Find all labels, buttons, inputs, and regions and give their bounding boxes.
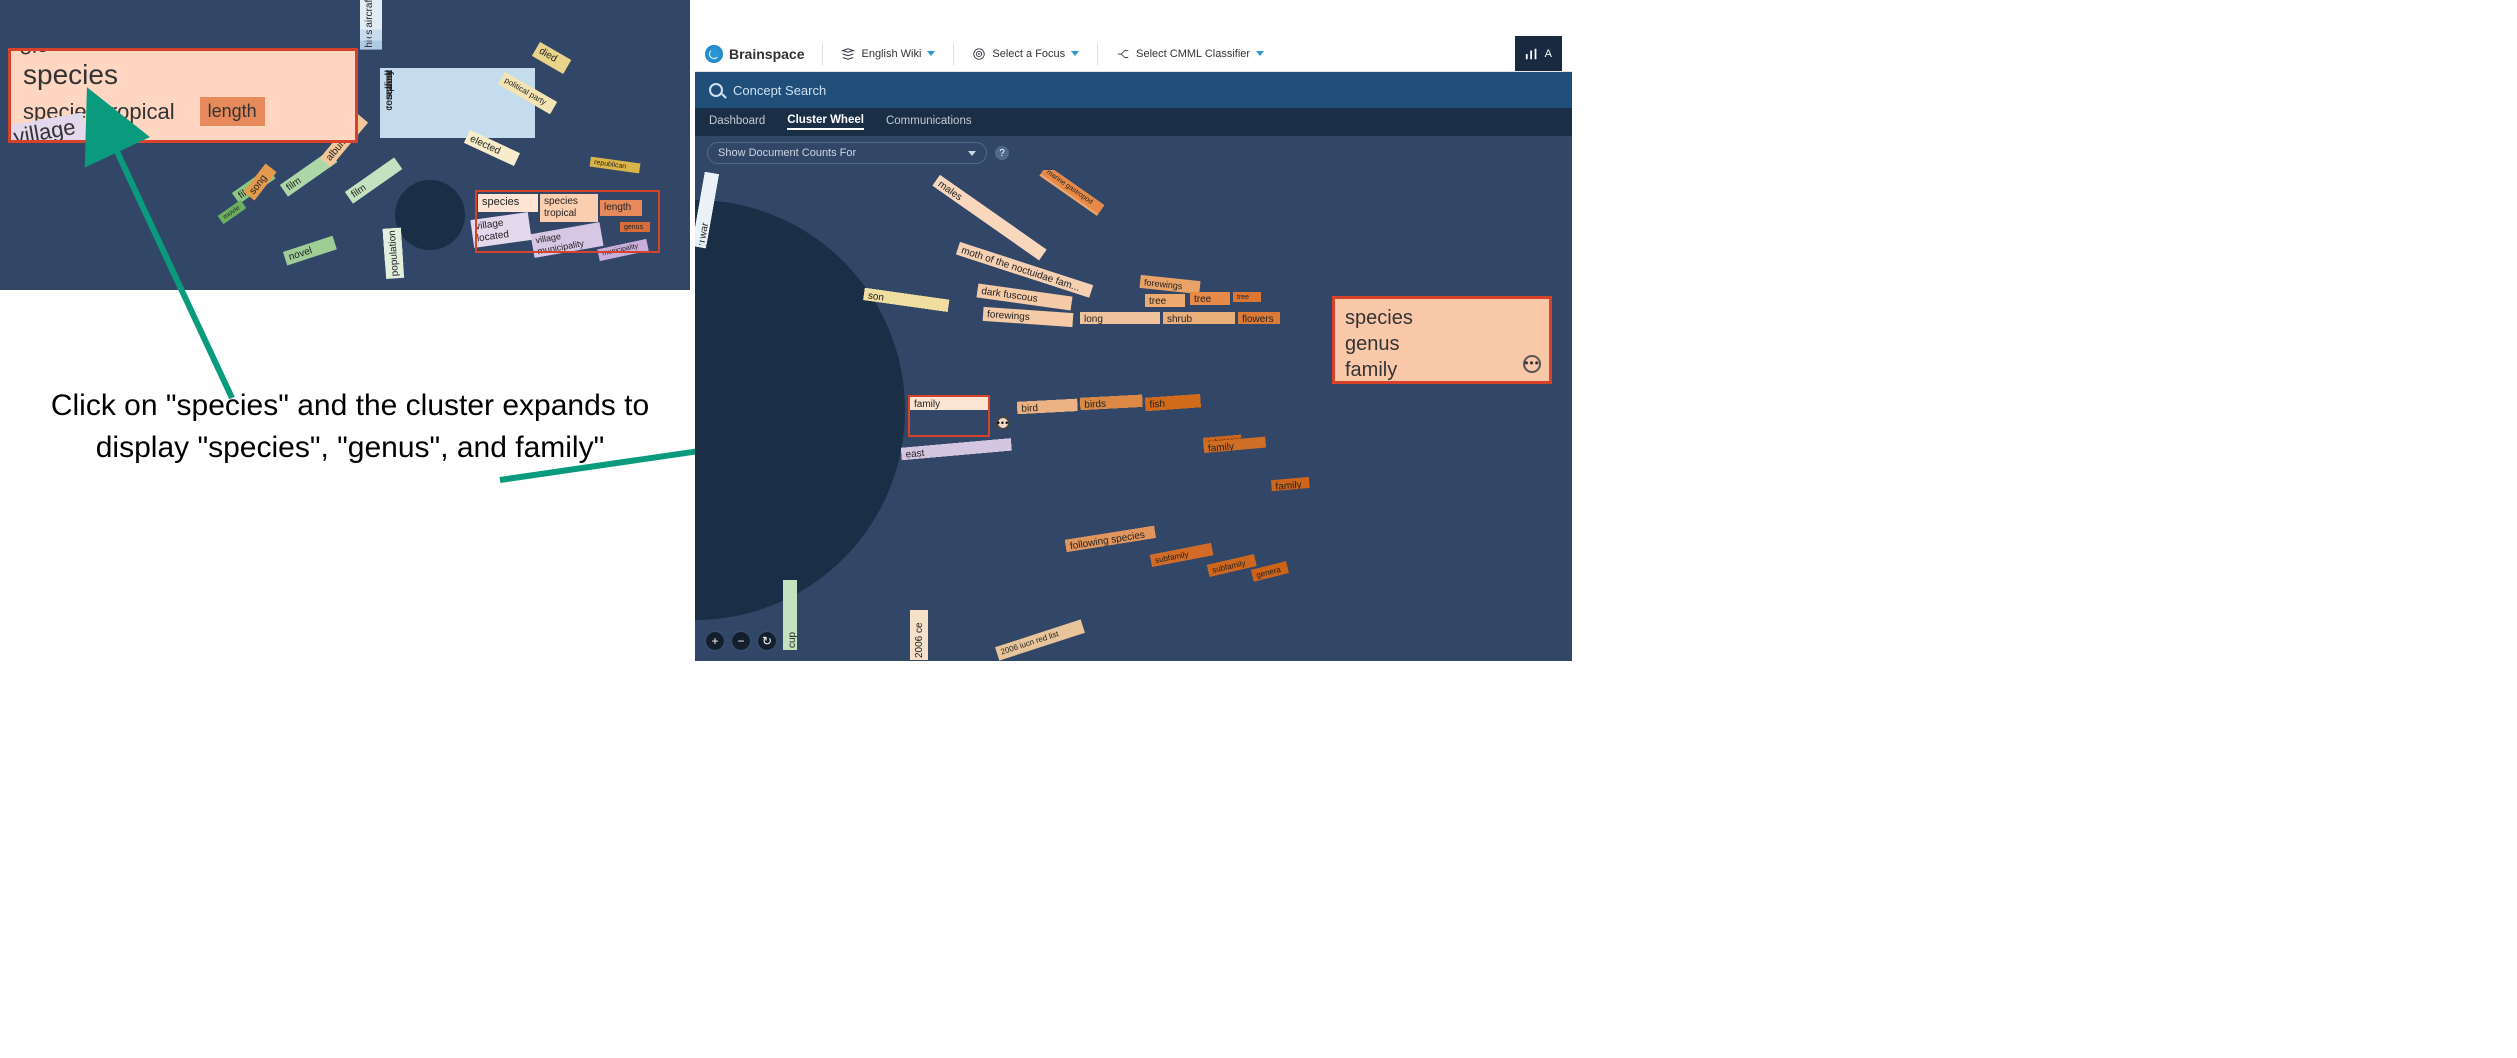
seg[interactable]: forewings (983, 307, 1074, 327)
seg-green[interactable]: film (345, 158, 402, 204)
cluster-wheel-viz[interactable]: region public include people number grou… (695, 170, 1572, 661)
callout-title: species (23, 59, 343, 91)
seg-iucn[interactable]: 2006 iucn red list (995, 619, 1085, 660)
chevron-down-icon (968, 151, 976, 156)
dropdown-label: Show Document Counts For (718, 147, 856, 159)
seg[interactable]: fish (1145, 394, 1201, 411)
seg-green[interactable]: novel (283, 236, 337, 265)
tab-dashboard[interactable]: Dashboard (709, 115, 765, 129)
left-wheel-panel: high school journal research computer so… (0, 0, 690, 290)
brand[interactable]: Brainspace (705, 45, 804, 63)
seg-movie[interactable]: movie (218, 200, 247, 224)
classifier-icon (1116, 47, 1130, 61)
annotation-text: Click on "species" and the cluster expan… (30, 385, 670, 469)
divider (822, 43, 823, 65)
search-bar[interactable]: Concept Search (695, 72, 1572, 108)
dataset-label: English Wiki (861, 48, 921, 60)
seg[interactable]: cup (783, 580, 797, 650)
brand-name: Brainspace (729, 46, 804, 62)
seg-tree4[interactable]: tree (1233, 292, 1261, 302)
divider (953, 43, 954, 65)
seg[interactable]: marine gastropod (1041, 170, 1105, 214)
topbar: Brainspace English Wiki Select a Focus S… (695, 36, 1572, 72)
divider (1097, 43, 1098, 65)
focus-label: Select a Focus (992, 48, 1065, 60)
chevron-down-icon (927, 51, 935, 56)
mid-highlight-box (908, 395, 990, 437)
callout-below2: located (16, 140, 81, 143)
seg-tree3[interactable]: tree (1190, 292, 1230, 305)
seg-republican[interactable]: republican (590, 157, 641, 174)
more-icon[interactable]: ••• (996, 416, 1010, 430)
cr-l3: family (1345, 357, 1539, 383)
callout-len: length (200, 97, 265, 126)
seg[interactable]: subfamily (1150, 543, 1213, 567)
zoom-controls: + − ↻ (705, 631, 777, 651)
seg[interactable]: flowers (1238, 312, 1280, 324)
seg-orange[interactable]: 2006 ce (910, 610, 928, 660)
search-placeholder: Concept Search (733, 83, 826, 98)
chart-icon (1525, 47, 1539, 61)
seg[interactable]: family (1271, 477, 1310, 491)
seg-blue2[interactable]: research (380, 68, 402, 111)
chevron-down-icon (1256, 51, 1264, 56)
seg-green[interactable]: population (383, 228, 404, 279)
seg[interactable]: genera (1251, 561, 1289, 581)
chevron-down-icon (1071, 51, 1079, 56)
help-button[interactable]: ? (995, 146, 1009, 160)
zoom-out-button[interactable]: − (731, 631, 751, 651)
right-callout-zoom: species genus family ••• (1332, 296, 1552, 384)
zoom-reset-button[interactable]: ↻ (757, 631, 777, 651)
tab-communications[interactable]: Communications (886, 115, 972, 129)
more-icon[interactable]: ••• (1523, 355, 1541, 373)
seg[interactable]: birds (1080, 395, 1143, 410)
doc-count-dropdown[interactable]: Show Document Counts For (707, 142, 987, 164)
wheel-hub (695, 200, 905, 620)
left-highlight-box (475, 190, 660, 253)
classifier-label: Select CMML Classifier (1136, 48, 1250, 60)
target-icon (972, 47, 986, 61)
seg-blue[interactable]: aircraft (360, 0, 382, 30)
classifier-picker[interactable]: Select CMML Classifier (1116, 47, 1264, 61)
brand-logo-icon (705, 45, 723, 63)
seg[interactable]: males (933, 175, 1047, 260)
seg[interactable]: following species (1065, 526, 1156, 552)
topbar-right-label: A (1545, 48, 1552, 60)
seg[interactable]: subfamily (1207, 554, 1256, 576)
search-icon (709, 83, 723, 97)
cr-l2: genus (1345, 331, 1539, 357)
dataset-picker[interactable]: English Wiki (841, 47, 935, 61)
seg[interactable]: long (1080, 312, 1160, 324)
focus-picker[interactable]: Select a Focus (972, 47, 1079, 61)
callout-below1: village (12, 114, 78, 143)
viz-toolbar: Show Document Counts For ? (695, 136, 1572, 170)
zoom-in-button[interactable]: + (705, 631, 725, 651)
seg[interactable]: bird (1017, 399, 1078, 414)
topbar-right[interactable]: A (1515, 36, 1562, 71)
seg[interactable]: shrub (1163, 312, 1235, 324)
tab-bar: Dashboard Cluster Wheel Communications (695, 108, 1572, 136)
left-callout-zoom: ele species species tropical length vill… (8, 48, 358, 143)
stack-icon (841, 47, 855, 61)
tab-cluster-wheel[interactable]: Cluster Wheel (787, 114, 864, 130)
cr-l1: species (1345, 305, 1539, 331)
seg-tree2[interactable]: tree (1145, 294, 1185, 307)
seg[interactable]: east (901, 438, 1012, 460)
